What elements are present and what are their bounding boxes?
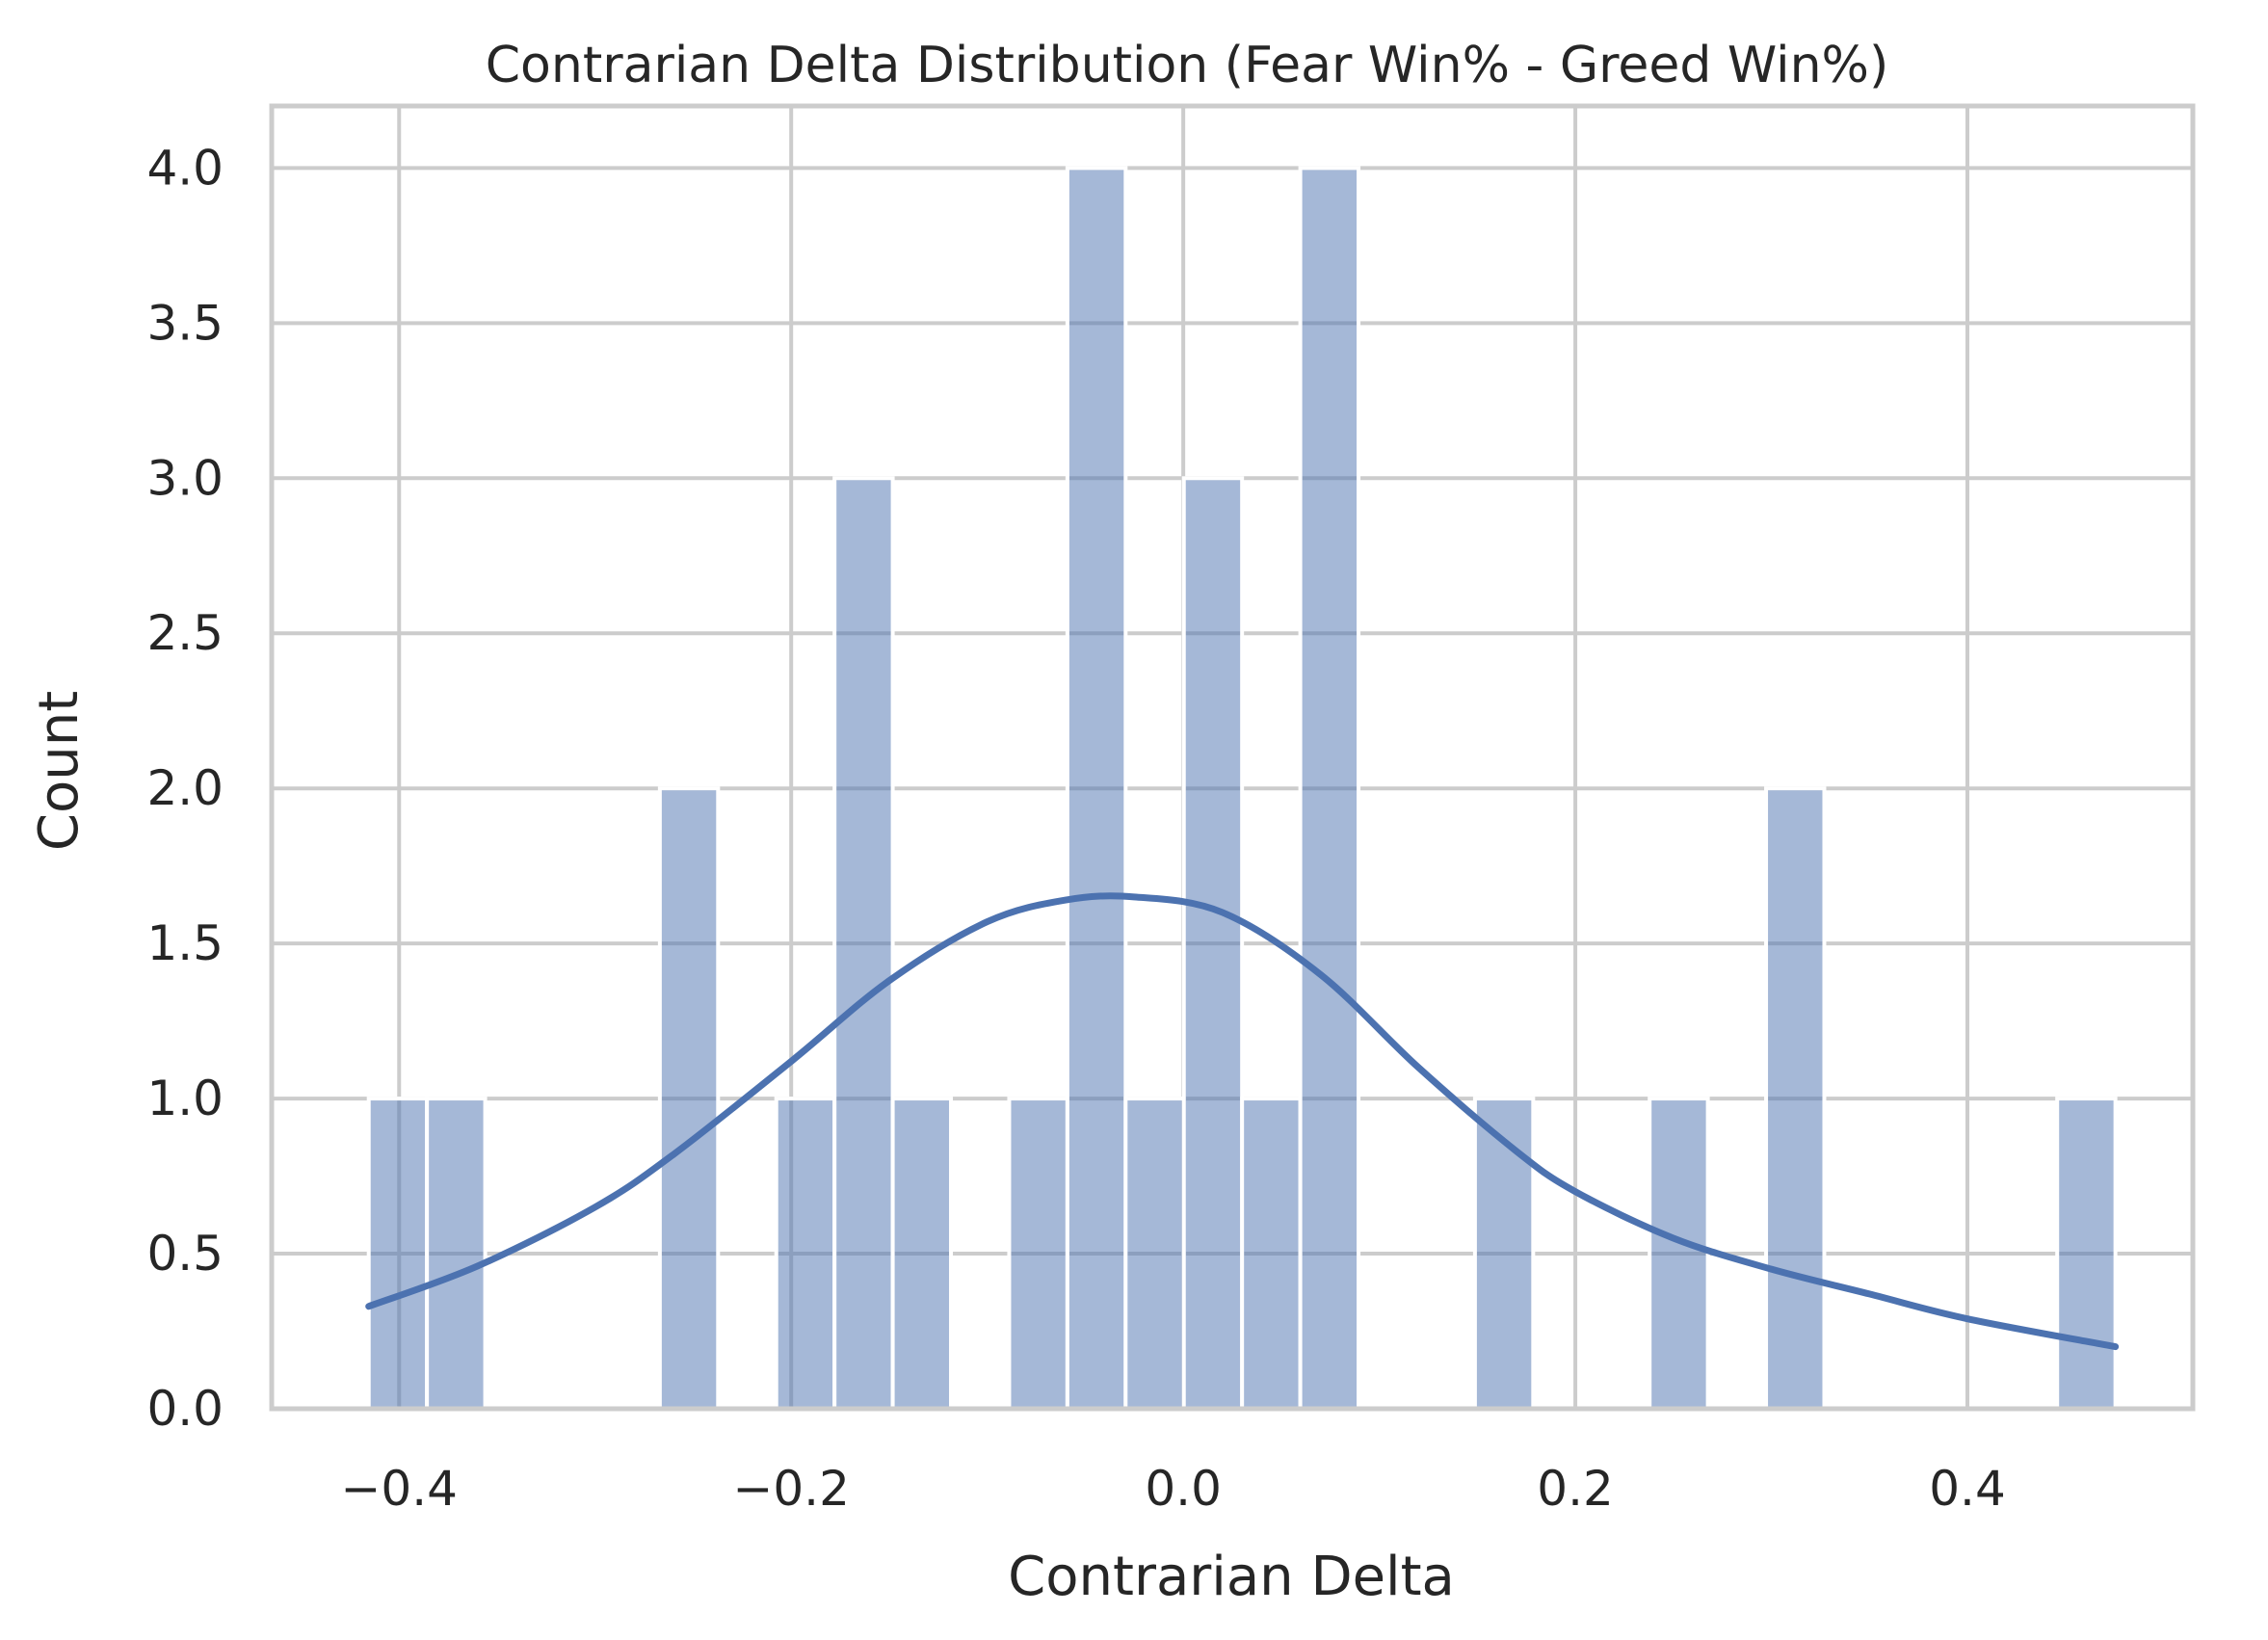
x-tick-label: −0.2 xyxy=(732,1461,849,1517)
histogram-bar xyxy=(832,476,895,1411)
x-tick-label: −0.4 xyxy=(341,1461,458,1517)
y-tick-label: 2.0 xyxy=(146,760,224,816)
x-axis-ticks: −0.4 −0.2 0.0 0.2 0.4 xyxy=(341,1461,2006,1517)
x-tick-label: 0.2 xyxy=(1537,1461,1614,1517)
y-tick-label: 0.5 xyxy=(146,1226,224,1282)
y-axis-label: Count xyxy=(28,691,91,851)
y-axis-ticks: 0.0 0.5 1.0 1.5 2.0 2.5 3.0 3.5 4.0 xyxy=(146,140,224,1437)
kde-curve-layer xyxy=(365,892,2120,1351)
histogram-bar xyxy=(1007,1097,1069,1411)
y-tick-label: 3.5 xyxy=(146,295,224,351)
y-tick-label: 1.5 xyxy=(146,915,224,971)
histogram-bar xyxy=(1298,166,1361,1411)
histogram-bar xyxy=(366,1097,430,1411)
histogram-bar xyxy=(425,1097,488,1411)
x-axis-label: Contrarian Delta xyxy=(1008,1546,1455,1608)
histogram-bar xyxy=(1123,1097,1186,1411)
x-tick-label: 0.4 xyxy=(1929,1461,2006,1517)
histogram-bar xyxy=(1065,166,1128,1411)
chart-title: Contrarian Delta Distribution (Fear Win%… xyxy=(486,37,1889,94)
histogram-bar xyxy=(1181,476,1245,1411)
histogram-bar xyxy=(657,786,721,1411)
y-tick-label: 3.0 xyxy=(146,450,224,506)
histogram-bar xyxy=(1240,1097,1303,1411)
histogram-bar xyxy=(1648,1097,1710,1411)
x-tick-label: 0.0 xyxy=(1145,1461,1222,1517)
plot-frame xyxy=(269,103,2196,1412)
histogram-bar xyxy=(2055,1097,2118,1411)
y-tick-label: 1.0 xyxy=(146,1071,224,1126)
kde-curve xyxy=(365,892,2120,1351)
histogram-bar xyxy=(1764,786,1827,1411)
histogram-bar xyxy=(774,1097,837,1411)
y-tick-label: 4.0 xyxy=(146,140,224,196)
y-tick-label: 2.5 xyxy=(146,605,224,661)
y-tick-label: 0.0 xyxy=(146,1381,224,1437)
histogram-bar xyxy=(890,1097,954,1411)
